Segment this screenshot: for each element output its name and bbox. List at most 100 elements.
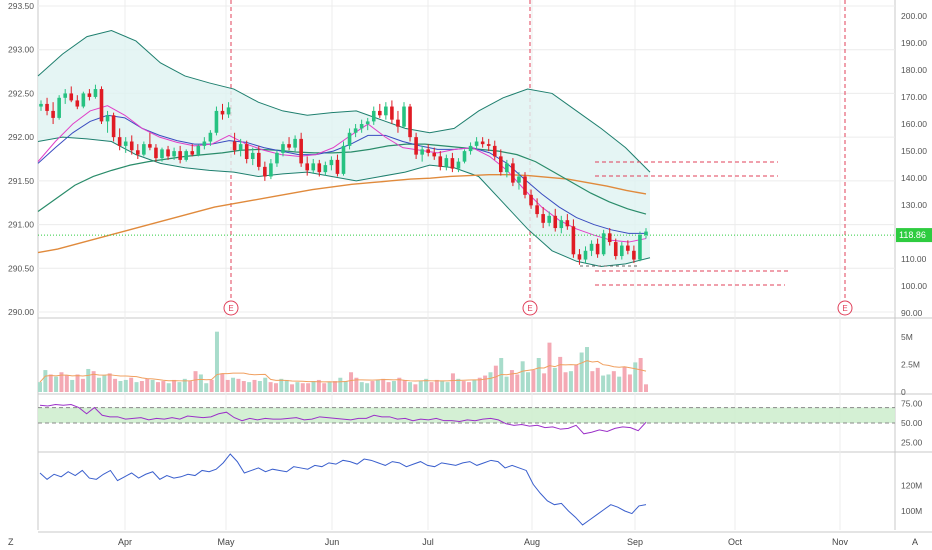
right-price-tick: 90.00 [901,308,923,318]
x-tick-label: Jul [422,537,434,547]
volume-bar [386,382,391,392]
candle-body [499,156,503,173]
axes: Apr May Jun Jul Aug Sep Oct Nov 293.50 293.00 292.… [8,1,932,547]
left-price-tick: 292.50 [8,88,34,98]
obv-pane[interactable] [39,453,647,526]
timezone-toggle: Z [8,537,14,547]
volume-bar [359,382,364,392]
volume-moving-average [39,360,647,383]
candle-body [390,106,394,120]
volume-bar [80,378,85,392]
candle-body [293,138,297,148]
volume-bar [542,373,547,392]
candle-body [305,163,309,171]
candle-body [559,220,564,229]
candle-body [250,152,255,159]
volume-bar [102,375,107,392]
candle-body [63,93,67,98]
volume-bar [75,374,80,392]
rsi-pane[interactable] [38,403,895,435]
right-price-tick: 150.00 [901,146,927,156]
candle-body [323,165,328,173]
candle-body [226,107,231,115]
volume-bar [113,378,118,392]
volume-bar [306,383,311,392]
volume-bar [585,347,590,392]
volume-bar [332,381,337,392]
earnings-event-marker [837,300,853,316]
candle-body [117,137,122,146]
left-price-tick: 290.00 [8,307,34,317]
volume-bar [290,384,295,392]
volume-bar [531,370,536,392]
volume-bar [252,379,257,392]
candle-body [450,158,455,169]
right-price-tick: 190.00 [901,38,927,48]
candle-body [378,110,382,116]
volume-bar [526,372,531,392]
volume-bar [408,382,413,392]
volume-bar [467,382,472,392]
candle-body [99,89,104,122]
candle-body [456,161,461,169]
candle-body [541,214,545,223]
candle-body [384,106,388,116]
volume-bar [370,381,375,392]
left-price-tick: 293.50 [8,1,34,11]
volume-bar [445,382,450,392]
volume-bar [123,379,128,392]
right-price-tick: 100.00 [901,281,927,291]
volume-bar [43,370,48,392]
rsi-line [39,403,647,435]
candle-body [371,110,376,122]
volume-bar [509,370,514,392]
volume-tick: 5M [901,332,913,342]
volume-bar [338,377,343,392]
volume-bar [322,383,327,392]
volume-bar [139,381,144,392]
candle-body [154,147,158,159]
candle-body [75,100,80,107]
candle-body [244,144,249,159]
candle-body [462,151,467,162]
volume-bar [220,373,225,392]
volume-bar [601,375,606,392]
volume-bar [107,373,112,392]
candle-body [396,119,400,127]
right-price-tick: 170.00 [901,92,927,102]
volume-bar [86,368,91,392]
x-tick-label: May [217,537,235,547]
volume-bar [177,382,182,392]
candle-body [317,163,322,173]
candle-body [620,245,624,257]
candle-body [287,144,291,148]
volume-bar [204,383,209,392]
candle-body [129,141,134,151]
volume-bar [263,377,268,392]
volume-bar [150,379,155,392]
rsi-band-fill [38,407,895,423]
candle-body [81,93,86,107]
volume-bar [391,381,396,392]
volume-bar [209,379,214,392]
candle-body [51,110,55,118]
left-price-tick: 293.00 [8,45,34,55]
earnings-event-label: E [527,304,532,313]
candle-body [480,141,485,145]
candle-body [105,115,110,122]
volume-bar [118,381,123,392]
volume-bar [606,374,611,392]
right-price-tick: 160.00 [901,119,927,129]
volume-bar [273,383,278,392]
volume-bar [520,361,525,392]
right-price-tick: 180.00 [901,65,927,75]
volume-bar [574,364,579,392]
volume-bar [488,372,493,392]
candle-body [281,144,285,153]
volume-bar [434,379,439,392]
volume-pane[interactable] [38,331,648,392]
volume-bar [59,372,64,392]
obv-tick: 120M [901,481,922,491]
